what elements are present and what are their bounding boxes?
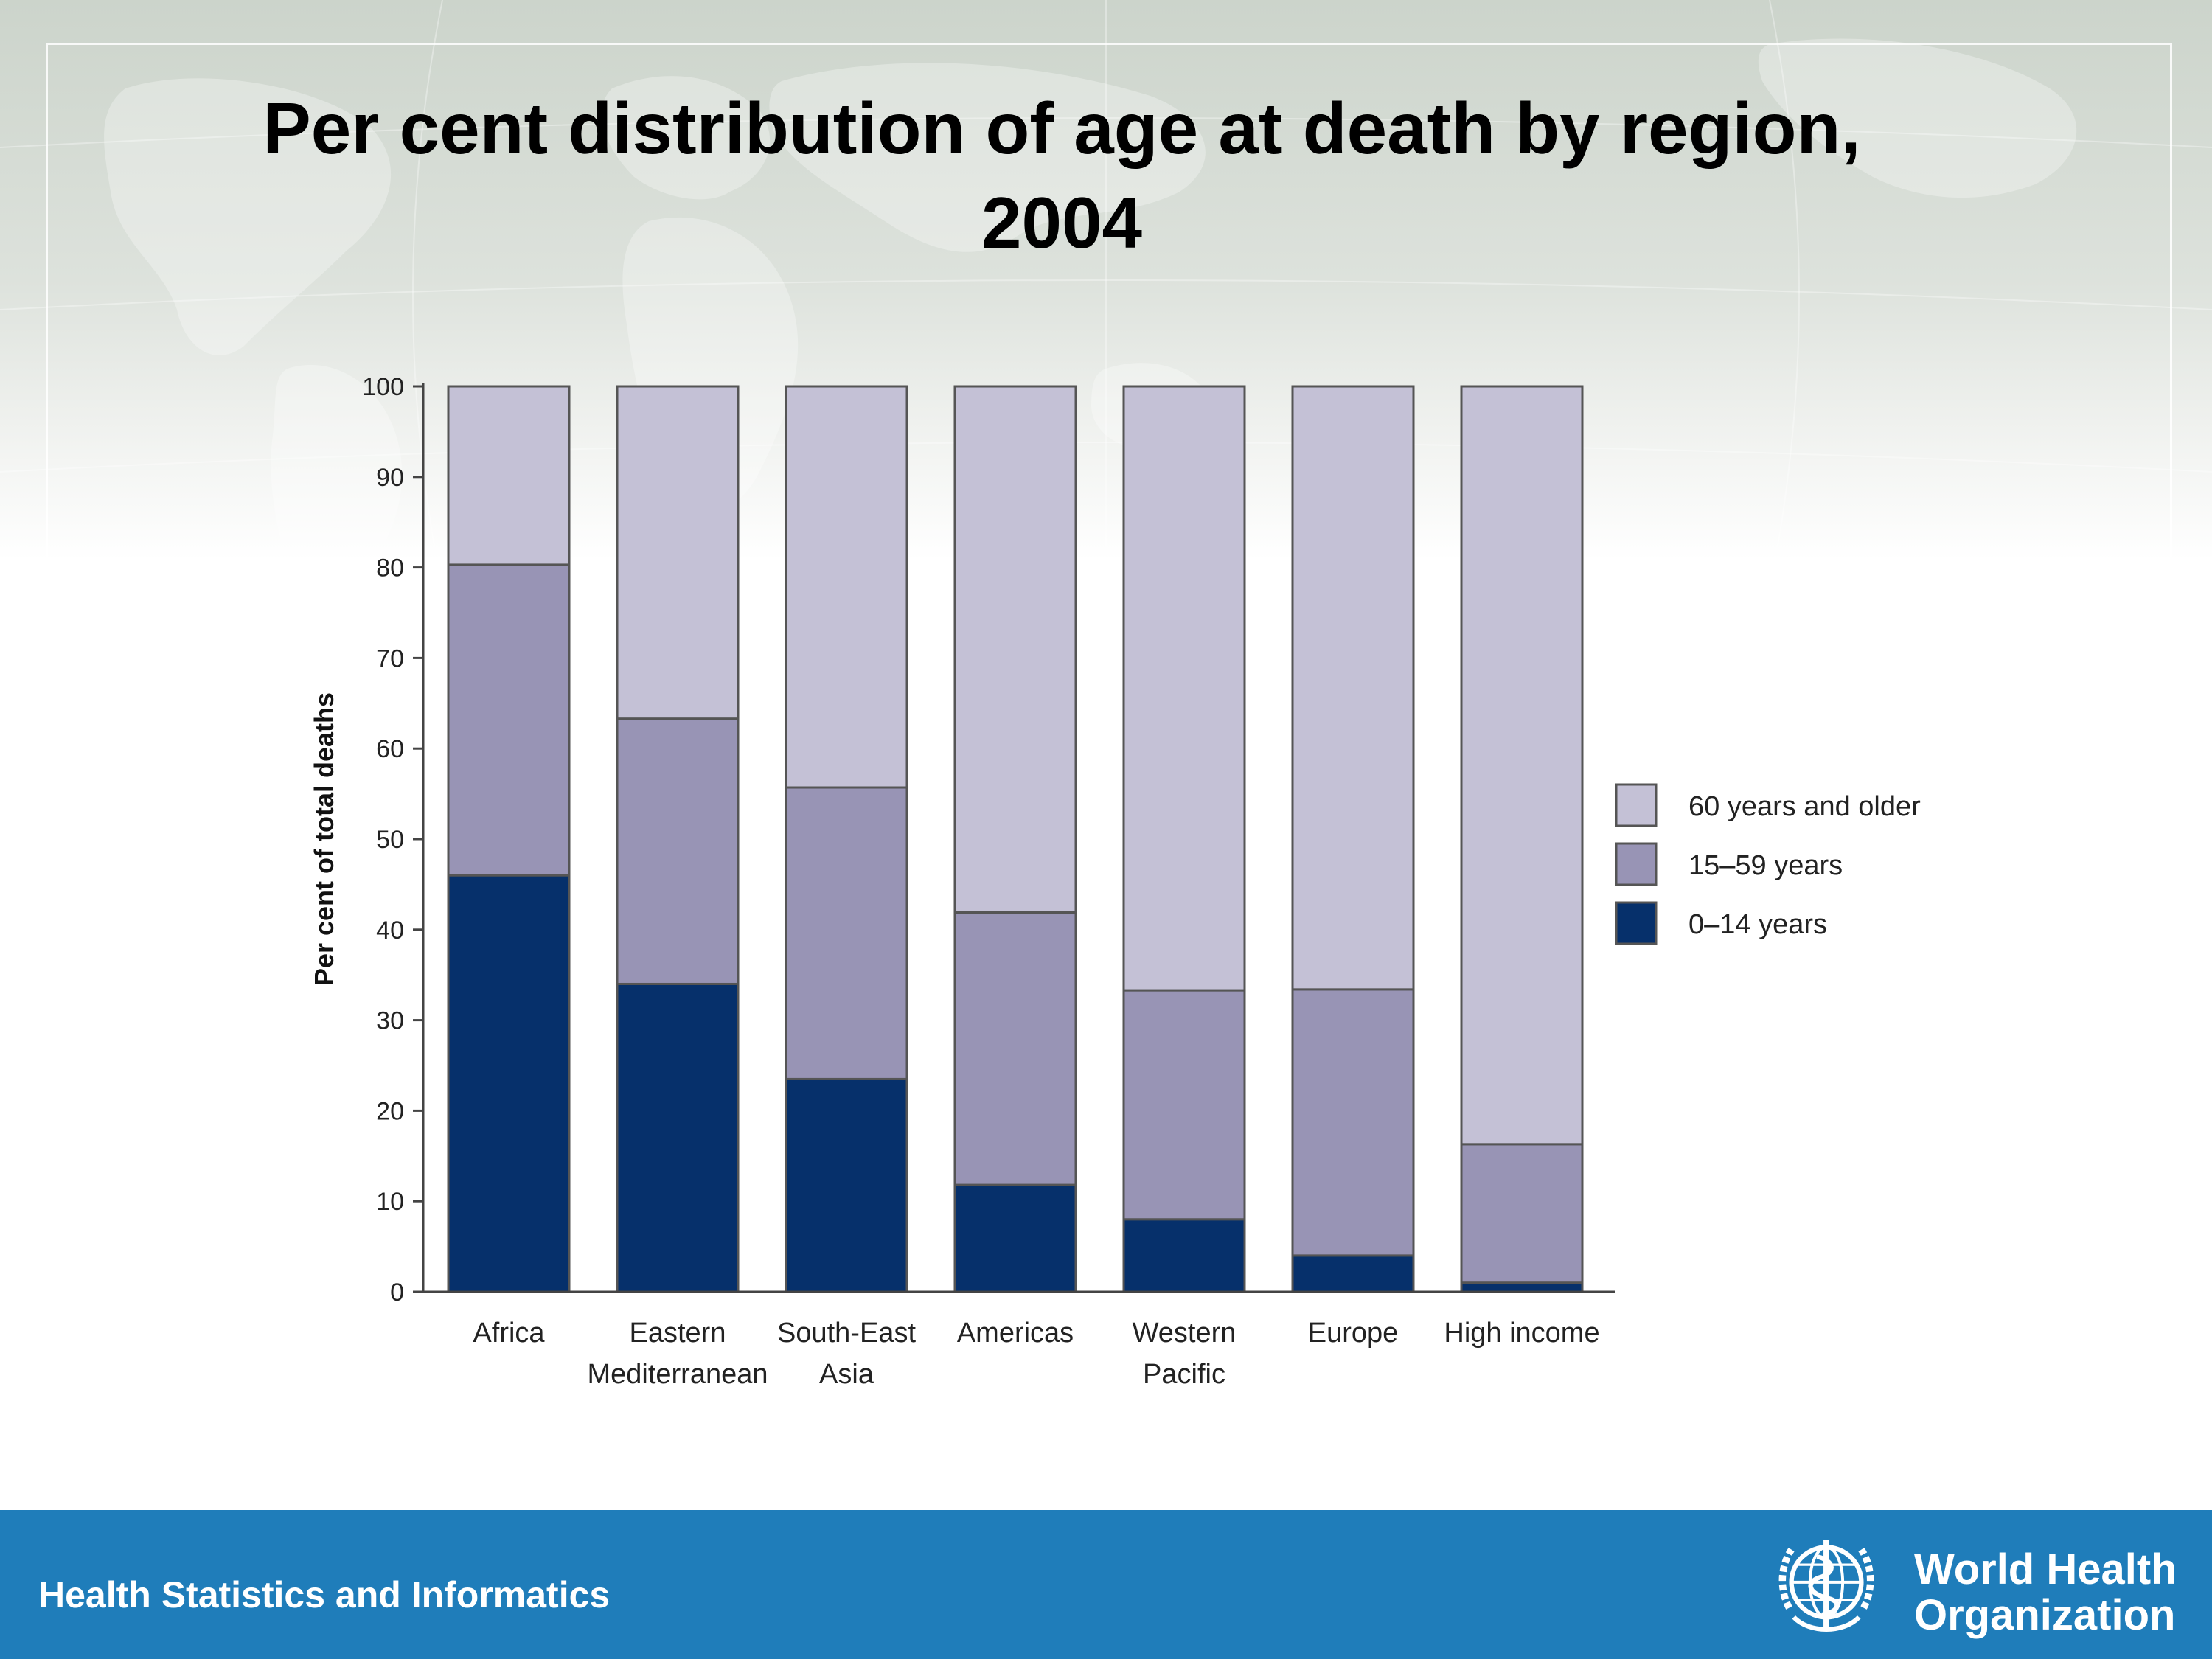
bar-segment [1291, 385, 1415, 991]
x-tick-label: High income [1444, 1318, 1599, 1349]
bar-segment [1122, 385, 1246, 992]
legend-label: 15–59 years [1688, 850, 1843, 881]
bar-segment [1291, 988, 1415, 1257]
bar-segment [953, 385, 1077, 914]
y-tick-label: 80 [376, 554, 404, 582]
x-tick-label: Americas [957, 1318, 1074, 1349]
bar-segment [1460, 1281, 1584, 1293]
who-logo-text: World Health Organization [1914, 1547, 2177, 1638]
y-axis-label: Per cent of total deaths [309, 692, 339, 986]
legend-label: 0–14 years [1688, 909, 1827, 940]
y-tick-label: 10 [376, 1188, 404, 1216]
bar-segment [785, 1077, 908, 1293]
y-tick-label: 0 [390, 1279, 404, 1307]
footer-text: Health Statistics and Informatics [38, 1574, 611, 1615]
legend-swatch [1615, 842, 1658, 886]
bar-segment [616, 717, 740, 985]
bar-segment [616, 385, 740, 720]
y-tick-label: 30 [376, 1007, 404, 1035]
bar-segment [785, 786, 908, 1080]
y-tick-label: 20 [376, 1097, 404, 1125]
legend-label: 60 years and older [1688, 791, 1921, 822]
x-tick-label: Western [1133, 1318, 1237, 1349]
bar-segment [1122, 989, 1246, 1221]
bar-segment [1460, 385, 1584, 1146]
bar-segment [953, 1183, 1077, 1293]
x-tick-label: Pacific [1143, 1359, 1225, 1390]
x-tick-label: South-East [777, 1318, 916, 1349]
legend-swatch [1615, 901, 1658, 945]
bar-segment [447, 385, 571, 566]
stacked-bar-chart: 0 10 20 30 40 50 60 70 80 90 100 Per cent of total … [309, 373, 1921, 1390]
bar-segment [447, 563, 571, 877]
y-tick-label: 90 [376, 464, 404, 492]
y-tick-label: 40 [376, 917, 404, 945]
x-tick-label: Asia [819, 1359, 874, 1390]
title-line-1: Per cent distribution of age at death by… [262, 88, 1861, 169]
x-tick-label: Europe [1308, 1318, 1399, 1349]
y-tick-label: 70 [376, 644, 404, 672]
bar-segment [447, 874, 571, 1293]
x-tick-label: Africa [473, 1318, 545, 1349]
y-tick-label: 50 [376, 826, 404, 854]
footer-band: Health Statistics and Informatics World … [0, 1510, 2212, 1659]
world-map-background [0, 0, 2212, 590]
bar-segment [1291, 1254, 1415, 1293]
who-emblem-icon [1778, 1540, 1874, 1632]
x-tick-label: Eastern [630, 1318, 726, 1349]
bar-segment [785, 385, 908, 789]
bar-segment [953, 911, 1077, 1186]
bar-segment [1460, 1143, 1584, 1284]
legend-swatch [1615, 783, 1658, 827]
logo-line-2: Organization [1914, 1591, 2176, 1639]
bar-segment [616, 982, 740, 1293]
logo-line-1: World Health [1914, 1545, 2177, 1593]
x-tick-label: Mediterranean [587, 1359, 768, 1390]
y-tick-label: 100 [362, 373, 404, 401]
title-line-2: 2004 [981, 182, 1142, 263]
slide-title: Per cent distribution of age at death by… [133, 81, 1991, 270]
y-tick-label: 60 [376, 735, 404, 763]
bar-segment [1122, 1218, 1246, 1293]
